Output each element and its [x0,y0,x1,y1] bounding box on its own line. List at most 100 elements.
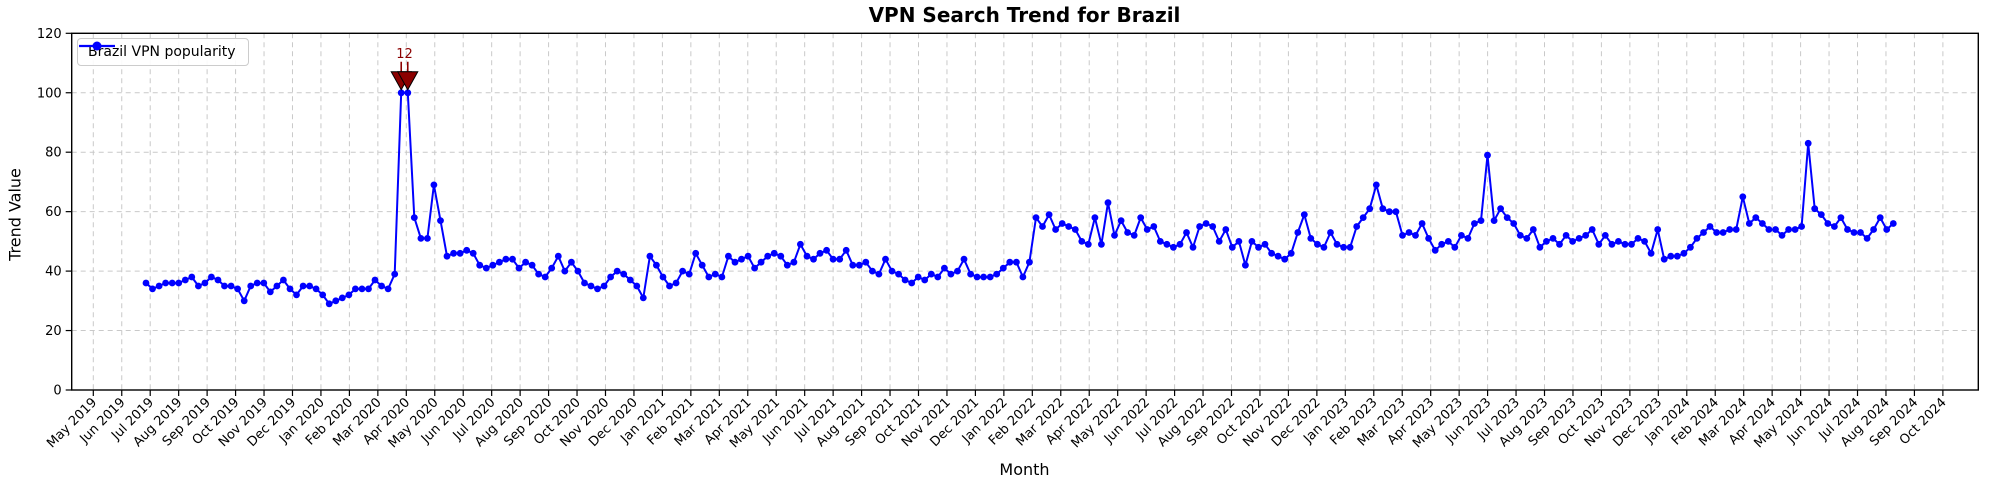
data-point-marker [234,285,242,293]
data-point-marker [195,282,202,290]
data-point-marker [705,273,713,281]
data-point-marker [221,282,228,290]
data-point-marker [666,282,673,290]
data-point-marker [430,181,438,189]
data-point-marker [456,249,464,257]
data-point-marker [927,270,935,278]
data-point-marker [1111,232,1118,239]
data-point-marker [639,294,647,302]
data-point-marker [1791,226,1799,233]
data-point-marker [1673,252,1681,260]
data-point-marker [862,258,870,266]
data-point-marker [718,273,726,281]
data-point-marker [181,276,189,284]
data-point-marker [954,267,961,275]
data-point-marker [1248,238,1256,245]
data-point-marker [1320,243,1328,251]
data-point-marker [1418,220,1426,227]
data-point-marker [1831,223,1838,230]
data-point-marker [391,270,399,278]
y-tick-label: 100 [37,86,62,101]
y-tick-label: 40 [45,265,62,280]
data-point-marker [365,285,372,293]
data-point-marker [980,273,987,281]
data-point-marker [633,282,641,290]
data-point-marker [1274,252,1282,260]
legend-line-marker-icon [79,41,115,51]
data-point-marker [1202,220,1210,227]
data-point-marker [1013,258,1020,266]
data-point-marker [384,285,392,293]
annotation-label: 12 [396,47,413,62]
data-point-marker [692,249,700,257]
data-point-marker [404,89,412,97]
data-point-marker [1700,229,1707,236]
data-point-marker [1281,255,1289,263]
data-point-marker [253,279,261,287]
data-point-marker [1019,273,1027,281]
data-point-marker [1366,205,1374,213]
data-point-marker [1772,226,1779,233]
data-point-marker [587,282,595,290]
data-point-marker [1543,238,1550,245]
data-point-marker [1516,232,1524,239]
data-point-marker [790,258,798,266]
data-point-marker [1726,226,1734,233]
data-point-marker [1130,232,1138,239]
y-tick-label: 120 [37,27,62,42]
data-point-marker [581,279,588,287]
data-point-marker [1719,229,1727,236]
data-point-marker [450,249,457,257]
data-point-marker [1045,211,1053,219]
data-point-marker [1333,240,1341,248]
data-point-marker [1837,214,1845,222]
data-point-marker [1170,243,1177,251]
data-point-marker [653,261,660,269]
data-point-marker [168,279,176,287]
data-point-marker [515,264,523,272]
data-point-marker [1379,205,1387,213]
data-point-marker [260,279,268,287]
data-point-marker [1857,229,1864,236]
data-point-marker [1353,223,1361,230]
data-point-marker [306,282,313,290]
legend: Brazil VPN popularity [77,38,249,66]
data-point-marker [1215,238,1223,245]
data-point-marker [777,252,785,260]
data-point-marker [1098,240,1105,248]
data-point-marker [613,267,621,275]
data-point-marker [1451,243,1459,251]
data-point-marker [371,276,379,284]
data-point-marker [1124,229,1131,236]
data-point-marker [823,246,830,254]
data-point-marker [1693,235,1701,242]
data-point-marker [482,264,490,272]
data-point-marker [1510,220,1518,227]
data-point-marker [1307,235,1315,242]
data-point-marker [1536,243,1544,251]
data-point-marker [1071,226,1079,233]
data-point-marker [312,285,320,293]
data-point-marker [607,273,614,281]
data-point-marker [1804,139,1812,147]
data-point-marker [594,285,601,293]
data-point-marker [1392,208,1400,216]
data-point-marker [816,249,824,257]
data-point-marker [247,282,255,290]
y-tick-label: 80 [45,146,62,161]
data-point-marker [1405,229,1413,236]
data-point-marker [1163,240,1171,248]
data-point-marker [711,270,719,278]
data-point-marker [882,255,889,263]
data-point-marker [1058,220,1066,227]
data-point-marker [869,267,876,275]
data-point-marker [744,252,752,260]
data-point-marker [1026,258,1033,266]
data-point-marker [1634,235,1642,242]
data-point-marker [1863,235,1871,242]
data-point-marker [941,264,948,272]
data-point-marker [1641,238,1648,245]
data-point-marker [1065,223,1073,230]
data-point-marker [489,261,497,269]
data-point-marker [685,270,693,278]
